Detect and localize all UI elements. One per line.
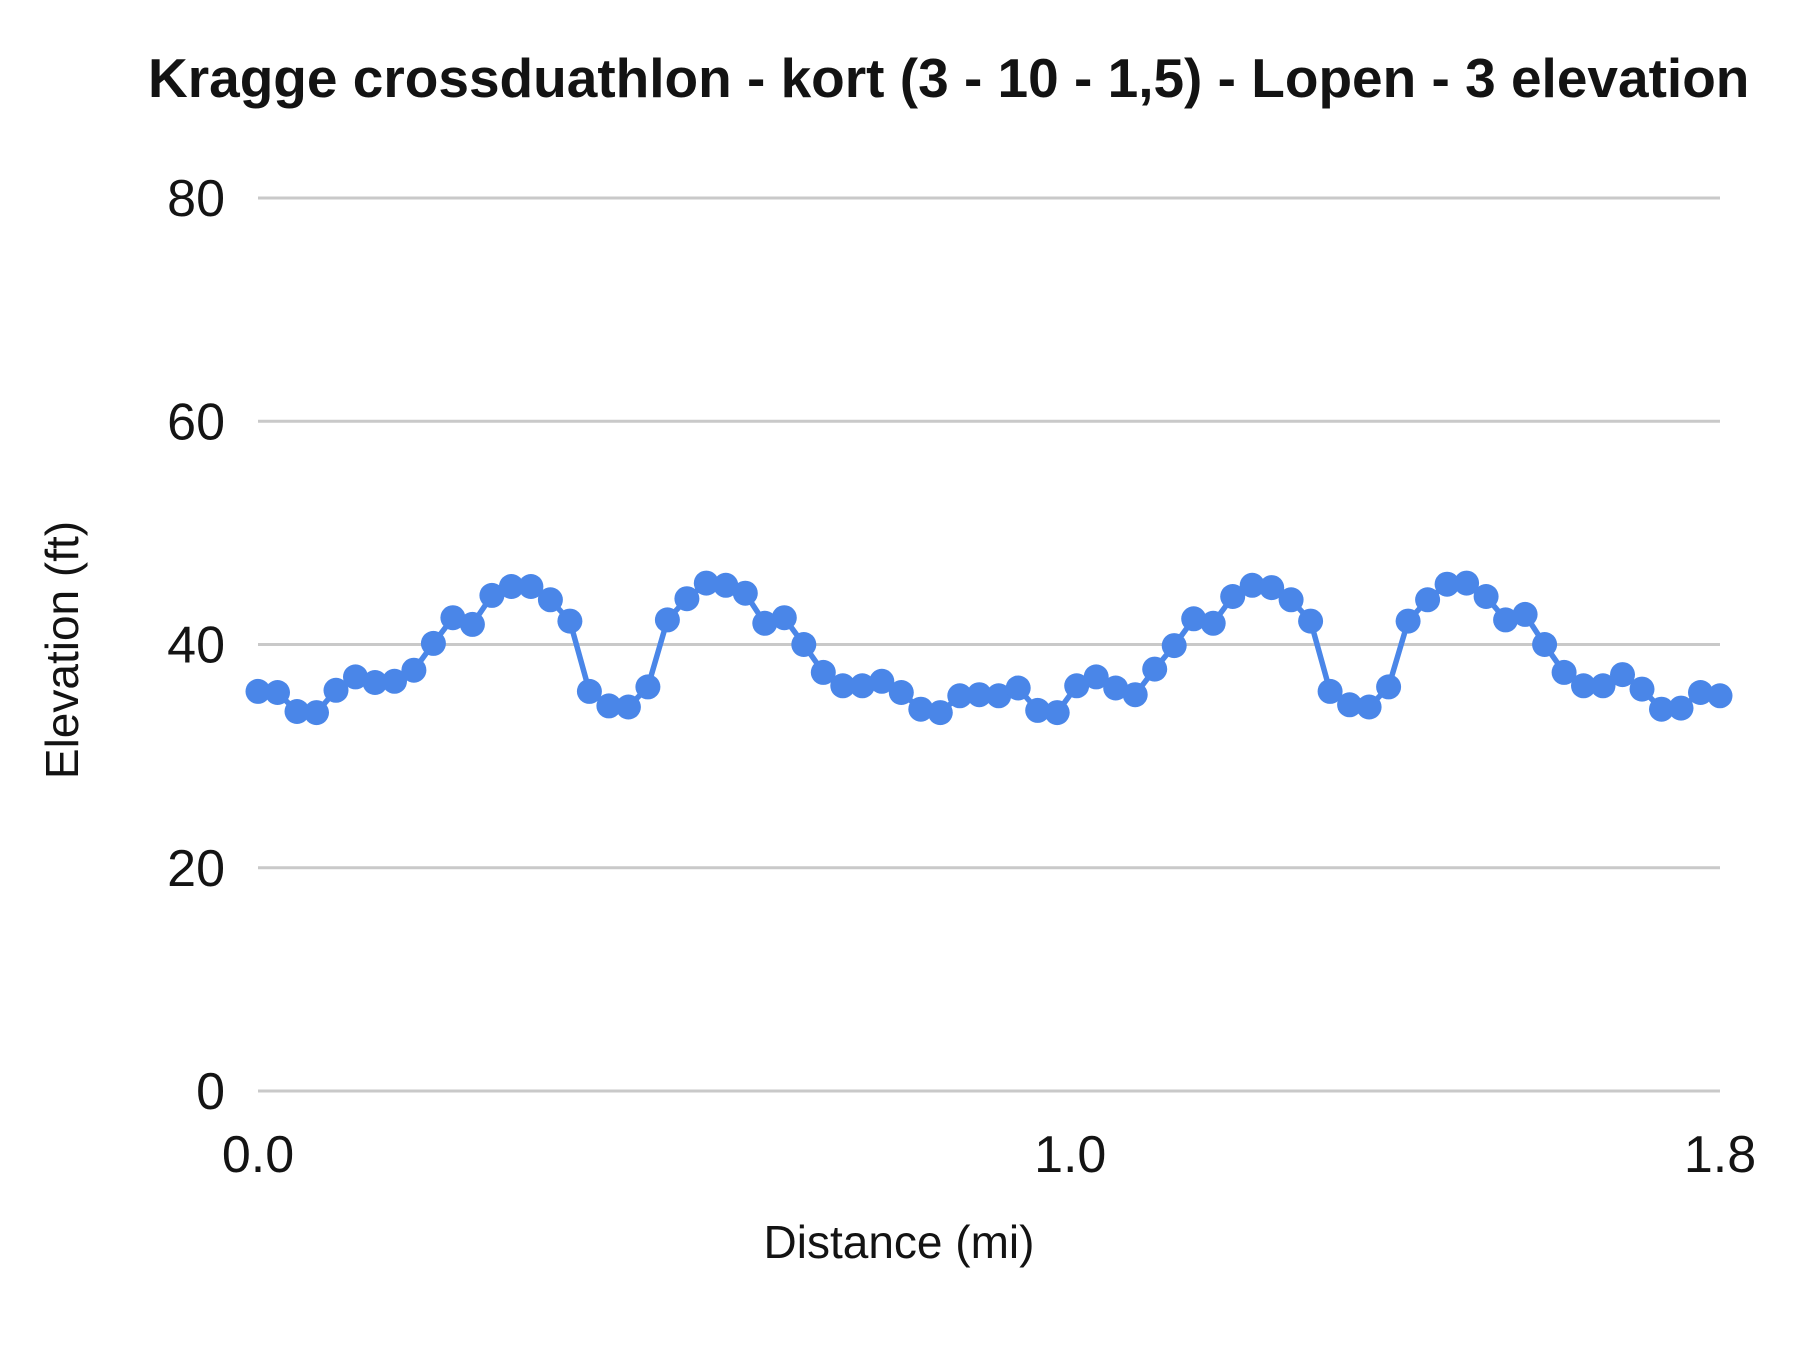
data-point[interactable] [713, 572, 739, 598]
data-point[interactable] [1025, 697, 1051, 723]
data-point[interactable] [557, 608, 583, 634]
data-point[interactable] [615, 694, 641, 720]
data-point[interactable] [732, 580, 758, 606]
elevation-series [245, 570, 1733, 726]
data-point[interactable] [869, 668, 895, 694]
data-point[interactable] [323, 677, 349, 703]
data-point[interactable] [1317, 678, 1343, 704]
data-point[interactable] [537, 587, 563, 613]
data-point[interactable] [1103, 675, 1129, 701]
data-point[interactable] [304, 700, 329, 726]
data-point[interactable] [888, 680, 914, 705]
data-point[interactable] [459, 611, 485, 637]
data-point[interactable] [1571, 673, 1596, 699]
data-point[interactable] [1220, 584, 1246, 609]
data-point[interactable] [1629, 676, 1655, 702]
y-tick-80: 80 [167, 170, 225, 228]
data-point[interactable] [1707, 683, 1733, 709]
data-point[interactable] [1161, 633, 1187, 659]
data-point[interactable] [382, 668, 407, 694]
data-point[interactable] [1298, 608, 1324, 634]
data-point[interactable] [518, 574, 544, 599]
data-point[interactable] [752, 610, 778, 636]
y-tick-40: 40 [167, 617, 225, 675]
data-point[interactable] [1044, 700, 1070, 726]
data-point[interactable] [1668, 695, 1694, 721]
data-point[interactable] [693, 570, 719, 596]
data-point[interactable] [265, 680, 290, 705]
data-point[interactable] [1415, 587, 1441, 613]
data-point[interactable] [1590, 673, 1616, 699]
x-tick-1.0: 1.0 [1034, 1126, 1106, 1184]
data-point[interactable] [401, 657, 427, 683]
data-point[interactable] [1532, 632, 1558, 657]
data-point[interactable] [986, 683, 1012, 709]
data-point[interactable] [791, 632, 817, 657]
y-tick-60: 60 [167, 393, 225, 451]
y-tick-0: 0 [196, 1063, 225, 1121]
y-tick-20: 20 [167, 840, 225, 898]
data-point[interactable] [498, 574, 524, 599]
data-point[interactable] [362, 670, 388, 695]
x-tick-1.8: 1.8 [1684, 1126, 1756, 1184]
data-point[interactable] [966, 682, 992, 708]
data-point[interactable] [1649, 696, 1674, 722]
x-axis-title: Distance (mi) [764, 1216, 1035, 1268]
chart-title: Kragge crossduathlon - kort (3 - 10 - 1,… [148, 47, 1749, 109]
data-point[interactable] [810, 659, 836, 685]
data-point[interactable] [1551, 659, 1577, 685]
data-point[interactable] [635, 674, 661, 700]
data-point[interactable] [1278, 587, 1304, 613]
data-point[interactable] [654, 607, 680, 633]
data-point[interactable] [440, 605, 466, 631]
data-point[interactable] [1493, 607, 1519, 633]
x-tick-labels: 0.0 1.0 1.8 [222, 1126, 1756, 1184]
data-point[interactable] [1239, 572, 1265, 598]
data-point[interactable] [596, 693, 622, 719]
data-point[interactable] [830, 673, 856, 699]
y-axis-title: Elevation (ft) [36, 521, 88, 779]
data-point[interactable] [245, 678, 271, 704]
data-point[interactable] [1356, 694, 1382, 720]
data-point[interactable] [1395, 608, 1421, 634]
gridlines [258, 196, 1720, 1093]
data-point[interactable] [1142, 656, 1168, 682]
data-point[interactable] [947, 683, 973, 709]
data-point[interactable] [908, 696, 934, 722]
data-point[interactable] [1122, 682, 1148, 708]
data-point[interactable] [1200, 610, 1226, 636]
data-point[interactable] [1259, 575, 1285, 601]
data-point[interactable] [1512, 601, 1538, 627]
data-point[interactable] [1376, 674, 1402, 700]
data-point[interactable] [771, 605, 797, 631]
data-point[interactable] [674, 586, 700, 612]
x-tick-0.0: 0.0 [222, 1126, 294, 1184]
data-point[interactable] [1005, 675, 1031, 701]
data-point[interactable] [1064, 673, 1090, 699]
data-point[interactable] [284, 699, 310, 724]
data-point[interactable] [1610, 662, 1635, 688]
data-point[interactable] [849, 673, 875, 699]
data-point[interactable] [1688, 680, 1713, 705]
data-point[interactable] [343, 664, 368, 690]
data-point[interactable] [576, 678, 602, 704]
data-point[interactable] [1454, 570, 1480, 596]
data-point[interactable] [1181, 606, 1207, 632]
y-tick-labels: 0 20 40 60 80 [167, 170, 225, 1121]
data-point[interactable] [479, 582, 505, 608]
data-point[interactable] [927, 700, 953, 726]
data-point[interactable] [420, 630, 446, 656]
data-point[interactable] [1337, 692, 1363, 718]
data-point[interactable] [1083, 664, 1109, 690]
data-point[interactable] [1473, 584, 1499, 609]
data-point[interactable] [1434, 571, 1460, 597]
